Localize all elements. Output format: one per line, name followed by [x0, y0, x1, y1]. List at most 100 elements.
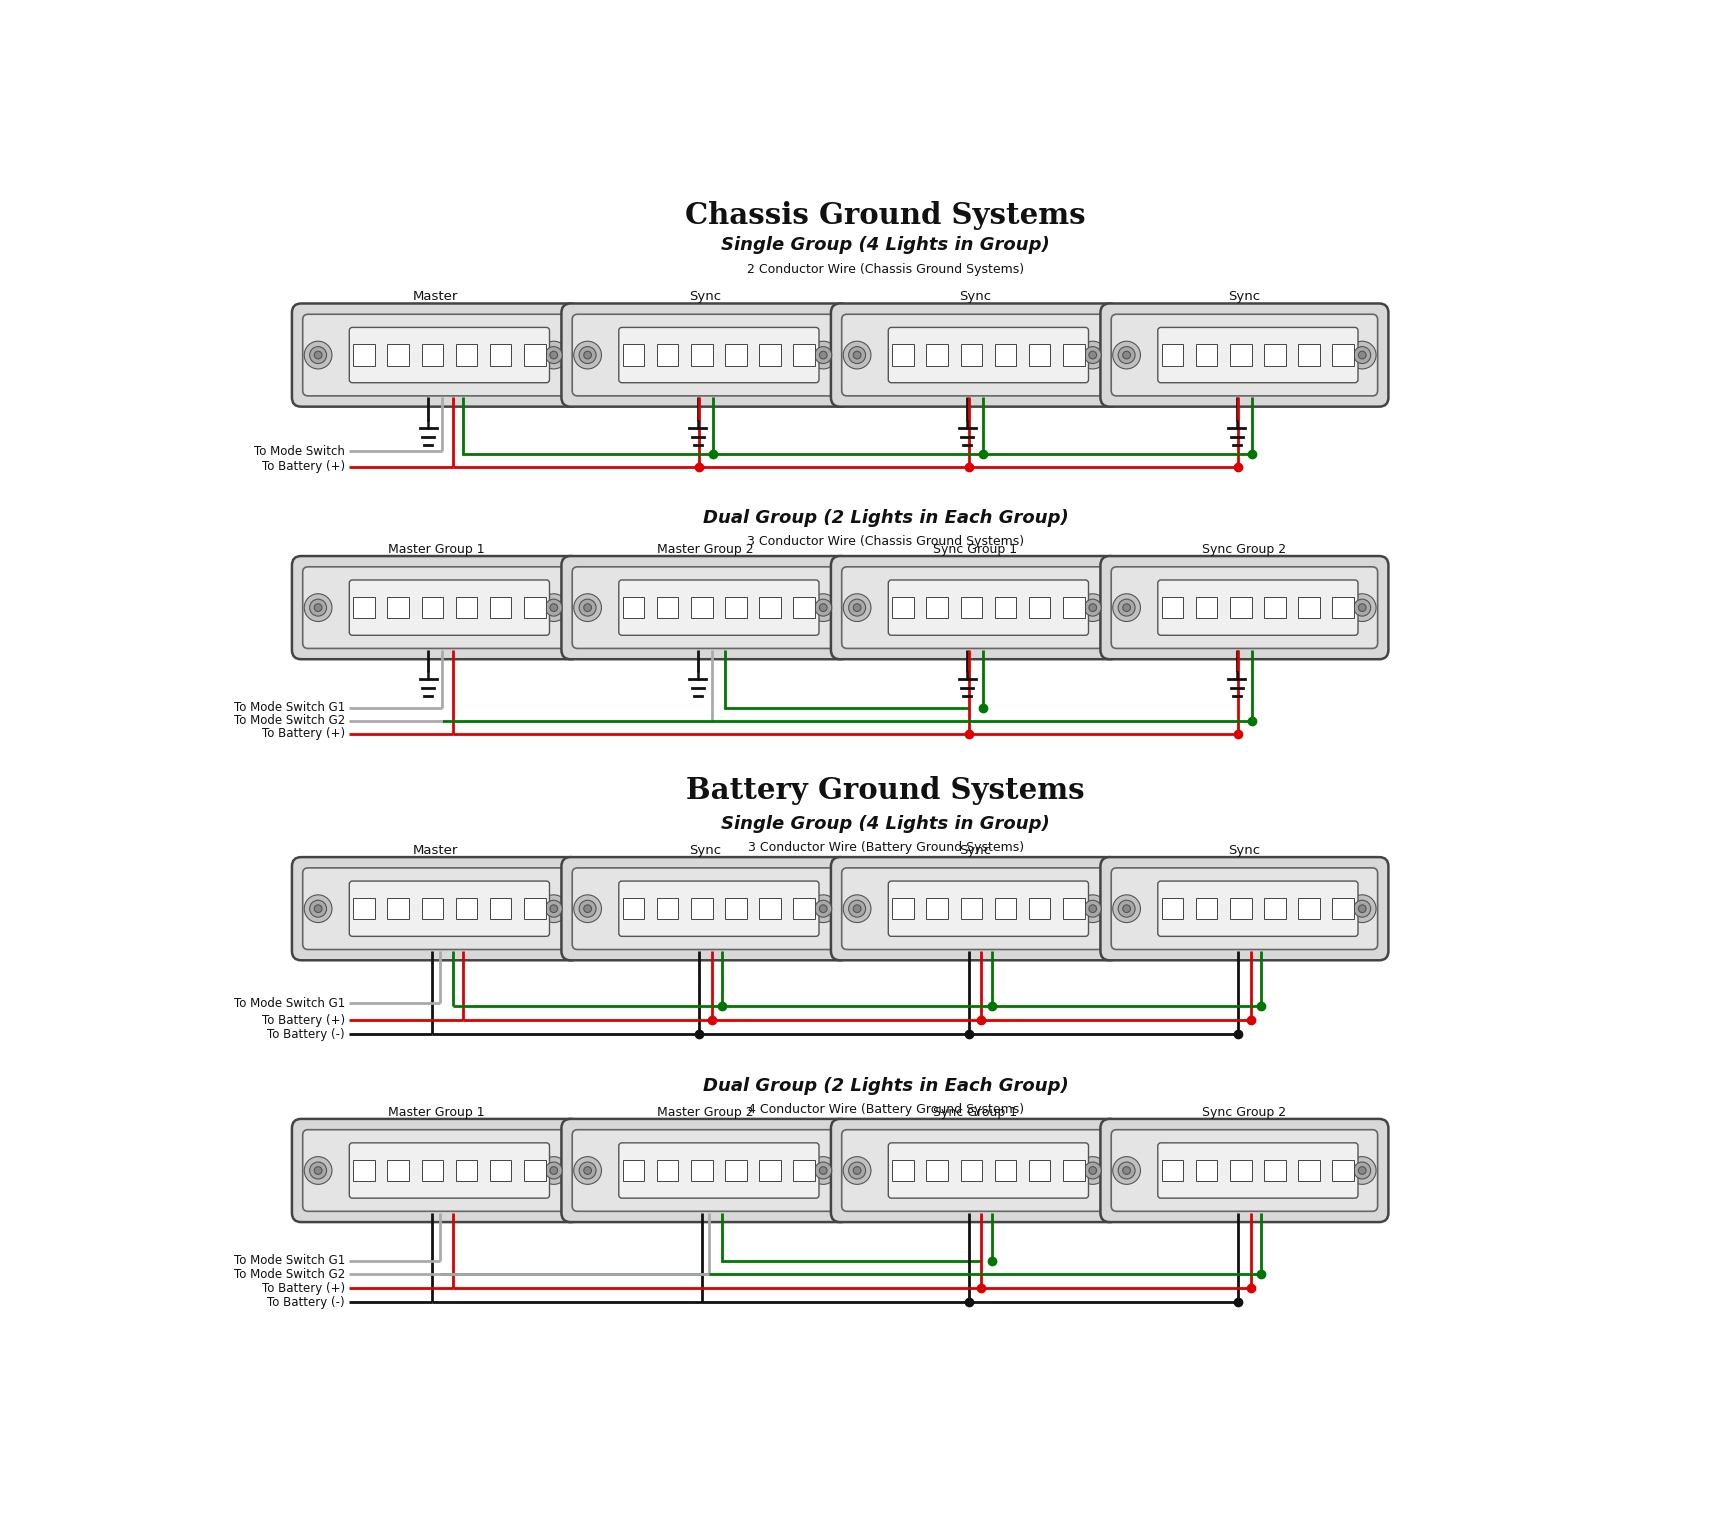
Text: Dual Group (2 Lights in Each Group): Dual Group (2 Lights in Each Group) [703, 509, 1068, 527]
Text: Master: Master [413, 290, 458, 304]
Circle shape [1358, 1167, 1367, 1175]
Circle shape [1118, 900, 1135, 917]
Text: To Battery (-): To Battery (-) [268, 1296, 346, 1308]
Bar [456, 597, 477, 619]
Circle shape [539, 1157, 567, 1184]
Text: Single Group (4 Lights in Group): Single Group (4 Lights in Group) [721, 237, 1051, 255]
Circle shape [848, 1161, 866, 1180]
Circle shape [1348, 1157, 1375, 1184]
FancyBboxPatch shape [1158, 1143, 1358, 1198]
Bar [892, 898, 914, 920]
Text: To Mode Switch G2: To Mode Switch G2 [233, 714, 346, 727]
Circle shape [1123, 1167, 1130, 1175]
Text: To Battery (+): To Battery (+) [263, 1015, 346, 1027]
FancyBboxPatch shape [888, 882, 1089, 937]
Circle shape [843, 1157, 871, 1184]
Circle shape [314, 604, 321, 611]
FancyBboxPatch shape [572, 868, 838, 949]
Text: Sync Group 1: Sync Group 1 [933, 542, 1018, 556]
Circle shape [1083, 599, 1101, 616]
Bar [793, 898, 816, 920]
Bar [759, 1160, 781, 1181]
FancyBboxPatch shape [888, 581, 1089, 636]
Bar [1265, 898, 1286, 920]
FancyBboxPatch shape [292, 304, 581, 406]
Bar [1196, 344, 1218, 365]
FancyBboxPatch shape [349, 1143, 550, 1198]
Bar [456, 1160, 477, 1181]
Bar [1332, 898, 1355, 920]
Circle shape [574, 895, 601, 923]
Circle shape [843, 895, 871, 923]
Bar [1332, 597, 1355, 619]
FancyBboxPatch shape [562, 304, 850, 406]
Bar [1161, 597, 1184, 619]
FancyBboxPatch shape [349, 882, 550, 937]
Circle shape [816, 900, 831, 917]
Circle shape [539, 895, 567, 923]
Circle shape [584, 905, 591, 912]
Bar [387, 898, 410, 920]
Circle shape [314, 351, 321, 359]
Circle shape [854, 1167, 861, 1175]
Bar [1265, 1160, 1286, 1181]
Circle shape [579, 1161, 596, 1180]
Circle shape [1358, 604, 1367, 611]
Text: To Battery (+): To Battery (+) [263, 727, 346, 741]
Bar [691, 597, 712, 619]
Text: Sync: Sync [1229, 843, 1260, 857]
Circle shape [1118, 599, 1135, 616]
Circle shape [1353, 599, 1370, 616]
Circle shape [546, 900, 562, 917]
Circle shape [314, 905, 321, 912]
Circle shape [819, 604, 828, 611]
Bar [759, 898, 781, 920]
Circle shape [843, 594, 871, 622]
Circle shape [854, 351, 861, 359]
Circle shape [304, 341, 332, 368]
Circle shape [1113, 341, 1140, 368]
FancyBboxPatch shape [562, 1118, 850, 1222]
FancyBboxPatch shape [831, 857, 1120, 960]
Circle shape [550, 1167, 558, 1175]
Circle shape [584, 1167, 591, 1175]
Text: Sync: Sync [689, 843, 722, 857]
Bar [1230, 597, 1251, 619]
Bar [657, 344, 679, 365]
Circle shape [848, 347, 866, 364]
Circle shape [539, 594, 567, 622]
Bar [524, 898, 546, 920]
Text: 4 Conductor Wire (Battery Ground Systems): 4 Conductor Wire (Battery Ground Systems… [748, 1103, 1023, 1115]
Circle shape [819, 351, 828, 359]
FancyBboxPatch shape [1101, 556, 1388, 659]
FancyBboxPatch shape [1111, 868, 1377, 949]
Circle shape [809, 594, 836, 622]
Bar [759, 597, 781, 619]
Circle shape [546, 347, 562, 364]
Text: Sync: Sync [959, 843, 990, 857]
Circle shape [304, 594, 332, 622]
Circle shape [304, 1157, 332, 1184]
Bar [1332, 344, 1355, 365]
Circle shape [809, 895, 836, 923]
Bar [622, 1160, 645, 1181]
Bar [387, 1160, 410, 1181]
Bar [1161, 344, 1184, 365]
Bar [691, 344, 712, 365]
Circle shape [574, 594, 601, 622]
Circle shape [304, 895, 332, 923]
Text: Master Group 2: Master Group 2 [657, 542, 753, 556]
Text: 3 Conductor Wire (Chassis Ground Systems): 3 Conductor Wire (Chassis Ground Systems… [746, 535, 1025, 549]
Bar [489, 597, 511, 619]
Bar [793, 1160, 816, 1181]
Circle shape [579, 900, 596, 917]
Text: To Mode Switch G1: To Mode Switch G1 [233, 1254, 346, 1267]
Text: Sync Group 2: Sync Group 2 [1203, 1106, 1286, 1118]
Circle shape [819, 1167, 828, 1175]
Bar [961, 1160, 982, 1181]
Bar [726, 898, 746, 920]
Bar [691, 898, 712, 920]
FancyBboxPatch shape [1111, 567, 1377, 648]
Circle shape [854, 604, 861, 611]
Bar [1230, 344, 1251, 365]
